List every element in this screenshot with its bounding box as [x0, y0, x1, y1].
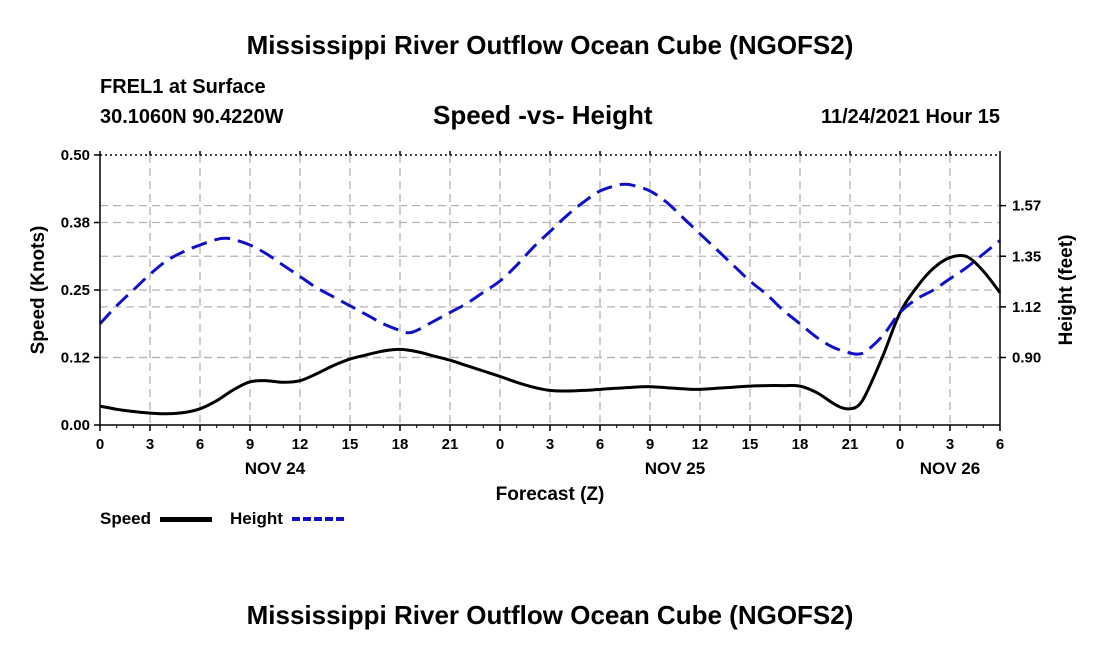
- x-tick-label: 0: [896, 436, 904, 453]
- x-axis-title: Forecast (Z): [496, 484, 605, 505]
- x-tick-label: 12: [292, 436, 309, 453]
- station-coordinates: 30.1060N 90.4220W: [100, 106, 284, 128]
- date-label: NOV 24: [245, 459, 306, 478]
- height-series-line: [98, 182, 1001, 356]
- grid-lines: [100, 155, 1000, 425]
- x-tick-label: 6: [996, 436, 1004, 453]
- x-tick-label: 6: [596, 436, 604, 453]
- x-tick-label: 12: [692, 436, 709, 453]
- axis-labels: 0 3 6 9 12 15 18 21 0 3 6 9 12 15 18 21 0 3 6 NOV 24 NOV 25 N…: [28, 147, 1077, 505]
- y-tick-label: 0.25: [61, 282, 90, 299]
- y-tick-label: 0.38: [61, 215, 90, 232]
- series-lines: [98, 182, 1002, 416]
- legend-height-label: Height: [230, 509, 283, 528]
- x-tick-label: 3: [546, 436, 554, 453]
- y-tick-label: 0.00: [61, 417, 90, 434]
- legend-height-swatch: [292, 517, 344, 525]
- x-tick-label: 9: [246, 436, 254, 453]
- chart-subtitle: Speed -vs- Height: [433, 100, 653, 130]
- x-tick-label: 9: [646, 436, 654, 453]
- y2-axis-title: Height (feet): [1056, 235, 1077, 346]
- y-tick-label: 0.12: [61, 350, 90, 367]
- x-tick-label: 21: [842, 436, 859, 453]
- x-tick-label: 6: [196, 436, 204, 453]
- x-tick-label: 18: [792, 436, 809, 453]
- x-tick-label: 3: [946, 436, 954, 453]
- x-tick-label: 0: [96, 436, 104, 453]
- y2-tick-label: 0.90: [1012, 350, 1041, 367]
- footer-title: Mississippi River Outflow Ocean Cube (NG…: [246, 600, 854, 630]
- x-tick-label: 21: [442, 436, 459, 453]
- y-tick-label: 0.50: [61, 147, 90, 164]
- x-tick-label: 15: [342, 436, 359, 453]
- date-label: NOV 25: [645, 459, 705, 478]
- x-tick-label: 18: [392, 436, 409, 453]
- legend-speed-swatch: [160, 517, 212, 522]
- date-label: NOV 26: [920, 459, 980, 478]
- x-tick-label: 15: [742, 436, 759, 453]
- page-title: Mississippi River Outflow Ocean Cube (NG…: [246, 30, 854, 60]
- y2-tick-label: 1.35: [1012, 248, 1041, 265]
- forecast-datetime: 11/24/2021 Hour 15: [820, 106, 1000, 128]
- x-tick-label: 0: [496, 436, 504, 453]
- y-axis-title: Speed (Knots): [28, 226, 49, 355]
- axes: [94, 151, 1006, 431]
- y2-tick-label: 1.12: [1012, 299, 1041, 316]
- speed-series-line: [99, 253, 1002, 416]
- station-name: FREL1 at Surface: [100, 76, 266, 98]
- y2-tick-label: 1.57: [1012, 198, 1041, 215]
- legend-speed-label: Speed: [100, 509, 152, 528]
- x-tick-label: 3: [146, 436, 154, 453]
